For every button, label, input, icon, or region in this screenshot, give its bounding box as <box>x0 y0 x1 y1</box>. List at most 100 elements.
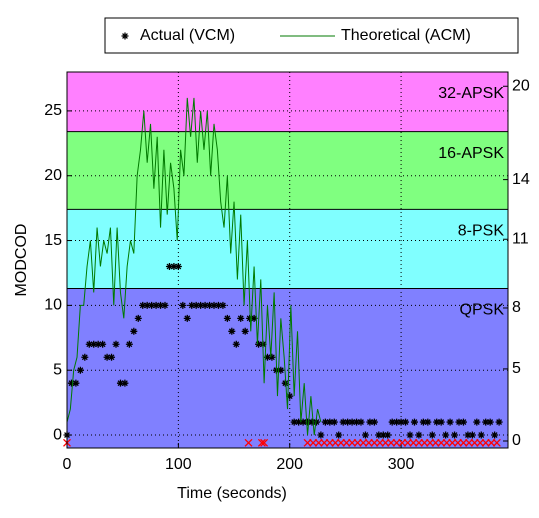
plot-frame <box>66 71 509 449</box>
marker <box>477 431 485 439</box>
marker <box>388 418 396 426</box>
marker <box>428 431 436 439</box>
y-tick-label: 5 <box>53 361 62 378</box>
marker <box>183 314 191 322</box>
marker <box>353 418 361 426</box>
marker <box>143 301 151 309</box>
marker <box>76 366 84 374</box>
marker <box>312 418 320 426</box>
band <box>67 209 508 289</box>
y2-tick-label: 5 <box>512 360 521 377</box>
marker <box>299 418 307 426</box>
marker <box>67 379 75 387</box>
marker <box>410 418 418 426</box>
band <box>67 72 508 132</box>
marker <box>482 418 490 426</box>
marker <box>170 262 178 270</box>
marker <box>295 418 303 426</box>
marker <box>99 340 107 348</box>
marker <box>491 431 499 439</box>
marker <box>437 418 445 426</box>
marker <box>223 314 231 322</box>
outage-marker <box>244 438 253 447</box>
y-axis-label: MODCOD <box>13 224 30 297</box>
marker <box>268 353 276 361</box>
marker <box>277 366 285 374</box>
marker <box>290 418 298 426</box>
marker <box>188 301 196 309</box>
marker <box>250 314 258 322</box>
marker <box>446 418 454 426</box>
marker <box>246 314 254 322</box>
marker <box>424 418 432 426</box>
marker <box>108 353 116 361</box>
marker <box>433 418 441 426</box>
marker <box>81 353 89 361</box>
marker <box>121 379 129 387</box>
marker <box>397 418 405 426</box>
marker <box>152 301 160 309</box>
marker <box>330 418 338 426</box>
marker <box>495 418 503 426</box>
y2-tick-label: 14 <box>512 171 530 188</box>
x-tick-label: 100 <box>165 456 192 473</box>
marker <box>174 262 182 270</box>
marker <box>192 301 200 309</box>
legend-label: Theoretical (ACM) <box>341 27 471 44</box>
marker <box>379 431 387 439</box>
marker <box>442 431 450 439</box>
marker <box>237 314 245 322</box>
x-axis-label: Time (seconds) <box>177 485 287 502</box>
marker <box>335 431 343 439</box>
marker <box>286 392 294 400</box>
marker <box>90 340 98 348</box>
marker <box>468 431 476 439</box>
marker <box>116 379 124 387</box>
marker <box>219 301 227 309</box>
marker <box>210 301 218 309</box>
marker <box>94 340 102 348</box>
marker <box>321 418 329 426</box>
band-label: 16-APSK <box>438 145 504 162</box>
marker <box>419 418 427 426</box>
marker <box>375 431 383 439</box>
marker <box>85 340 93 348</box>
y-tick-label: 20 <box>44 167 62 184</box>
marker <box>326 418 334 426</box>
marker <box>214 301 222 309</box>
marker <box>393 418 401 426</box>
marker <box>317 431 325 439</box>
marker <box>232 340 240 348</box>
marker <box>206 301 214 309</box>
marker <box>415 431 423 439</box>
y-tick-label: 15 <box>44 232 62 249</box>
marker <box>304 418 312 426</box>
marker <box>344 418 352 426</box>
band-label: QPSK <box>460 302 505 319</box>
marker <box>134 314 142 322</box>
y-tick-label: 10 <box>44 297 62 314</box>
x-tick-label: 0 <box>63 456 72 473</box>
legend-label: Actual (VCM) <box>140 27 235 44</box>
y-tick-label: 0 <box>53 426 62 443</box>
y2-tick-label: 8 <box>512 299 521 316</box>
marker <box>161 301 169 309</box>
marker <box>357 418 365 426</box>
marker <box>103 353 111 361</box>
marker <box>451 431 459 439</box>
marker <box>402 418 410 426</box>
marker <box>455 418 463 426</box>
marker <box>255 340 263 348</box>
legend-marker <box>121 32 129 40</box>
marker <box>165 262 173 270</box>
marker <box>366 418 374 426</box>
marker <box>473 418 481 426</box>
marker <box>125 340 133 348</box>
marker <box>139 301 147 309</box>
marker <box>459 418 467 426</box>
band-label: 32-APSK <box>438 85 504 102</box>
marker <box>72 379 80 387</box>
marker <box>241 327 249 335</box>
marker <box>406 431 414 439</box>
